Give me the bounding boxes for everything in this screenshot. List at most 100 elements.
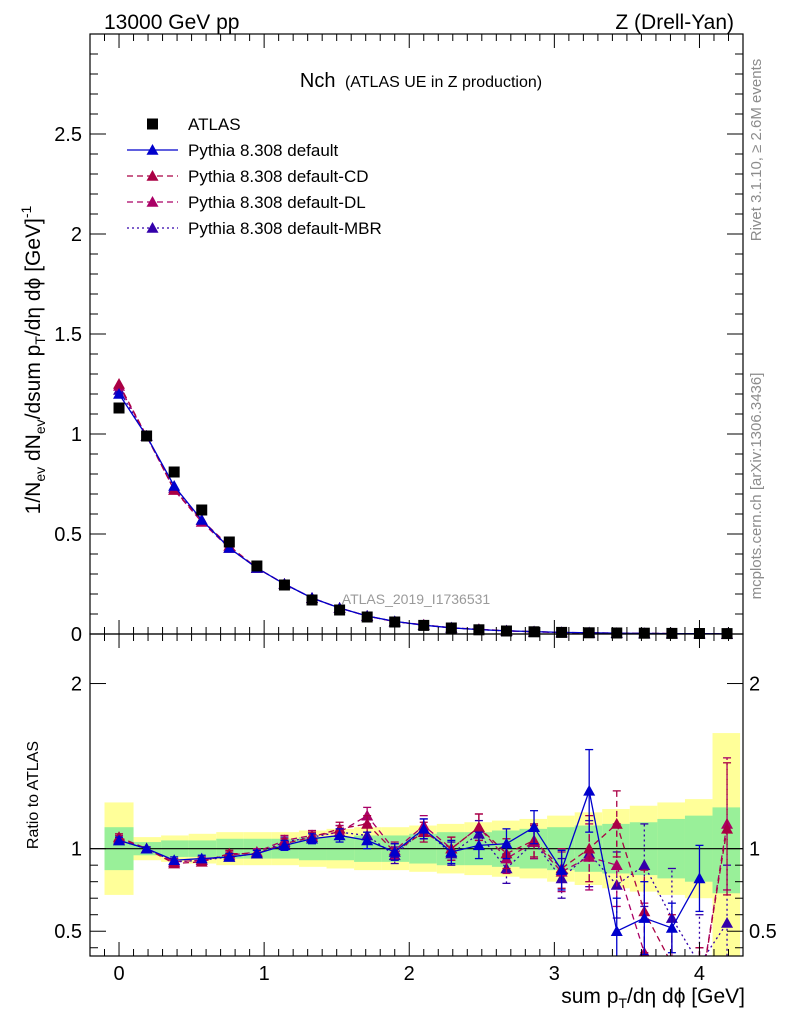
ratio-point xyxy=(195,852,208,864)
ratio-point xyxy=(638,912,651,923)
ratio-point xyxy=(666,975,678,986)
data-point xyxy=(445,622,457,634)
x-tick-label: 2 xyxy=(404,963,415,985)
ratio-plot-frame xyxy=(89,633,744,957)
data-point xyxy=(141,430,153,442)
data-point xyxy=(473,624,485,636)
ratio-point xyxy=(306,832,319,844)
y-tick-label: 1 xyxy=(71,424,82,446)
ratio-point xyxy=(721,822,734,834)
legend-entry-atlas: ATLAS xyxy=(147,115,241,134)
ratio-point xyxy=(583,784,596,796)
legend: ATLAS Pythia 8.308 default Pythia 8.308 de… xyxy=(127,115,382,238)
data-point xyxy=(195,514,208,525)
x-tick-label: 4 xyxy=(694,963,705,985)
ratio-point xyxy=(223,850,236,862)
ratio-point xyxy=(168,854,181,866)
legend-marker xyxy=(146,170,159,181)
data-point xyxy=(611,627,623,639)
header-left: 13000 GeV pp xyxy=(104,11,239,34)
legend-entry-pythia-8-308-default-cd: Pythia 8.308 default-CD xyxy=(127,167,369,186)
y-tick-label: 0.5 xyxy=(54,921,82,943)
legend-label: Pythia 8.308 default-MBR xyxy=(188,219,382,238)
ratio-panel: 0 1 2 3 4 0.5 0.5 1 1 2 2 Ratio to ATLAS sum pT/dη… xyxy=(25,633,777,1011)
legend-label: Pythia 8.308 default xyxy=(188,141,339,160)
ratio-line xyxy=(118,788,701,933)
data-point xyxy=(361,611,373,623)
ratio-series-pythia-8-308-default xyxy=(113,748,706,956)
legend-label: Pythia 8.308 default-CD xyxy=(188,167,369,186)
ratio-point xyxy=(388,845,401,857)
data-point xyxy=(113,402,125,414)
data-point xyxy=(168,480,181,491)
y-tick-label: 1.5 xyxy=(54,324,82,346)
data-point xyxy=(583,627,595,639)
legend-entry-pythia-8-308-default: Pythia 8.308 default xyxy=(127,141,339,160)
y-tick-label: 1 xyxy=(71,839,82,861)
data-point xyxy=(196,504,208,516)
data-point xyxy=(638,627,650,639)
ratio-point xyxy=(361,817,374,829)
mcplots-label: mcplots.cern.ch [arXiv:1306.3436] xyxy=(748,373,765,600)
y-tick-label: 2 xyxy=(71,674,82,696)
ratio-point xyxy=(333,829,346,841)
ratio-point xyxy=(250,847,263,859)
data-point xyxy=(556,626,568,638)
data-point xyxy=(113,378,126,389)
ratio-point xyxy=(500,837,513,849)
ratio-point xyxy=(417,822,430,834)
main-panel: 0 0.5 1 1.5 2 2.5 Nch (ATLAS UE in Z producti… xyxy=(18,33,744,646)
ratio-point xyxy=(278,839,291,851)
legend-marker xyxy=(147,118,158,130)
ratio-point xyxy=(555,864,568,875)
data-point xyxy=(223,536,235,548)
legend-marker xyxy=(146,196,159,207)
data-point xyxy=(113,388,126,399)
analysis-watermark: ATLAS_2019_I1736531 xyxy=(342,591,491,607)
data-point xyxy=(418,619,430,631)
ratio-clipped xyxy=(90,733,743,986)
legend-entry-pythia-8-308-default-mbr: Pythia 8.308 default-MBR xyxy=(127,219,382,238)
main-y-axis-label: 1/Nev dNev/dsum pT/dη dϕ [GeV]-1 xyxy=(18,205,48,514)
ratio-point xyxy=(665,921,678,933)
ratio-axis-ticks: 0 1 2 3 4 0.5 0.5 1 1 2 2 xyxy=(54,634,777,985)
data-point xyxy=(528,626,540,638)
y-tick-label: 0 xyxy=(71,624,82,646)
data-point xyxy=(334,604,346,616)
svg-text:Nch (ATLAS UE in Z pro: Nch (ATLAS UE in Z production) xyxy=(300,70,542,92)
y-tick-label: 0.5 xyxy=(54,524,82,546)
ratio-plot-content xyxy=(90,733,743,986)
ratio-point xyxy=(472,839,485,851)
ratio-point xyxy=(666,958,678,969)
ratio-point xyxy=(638,859,651,870)
ratio-point xyxy=(140,842,153,854)
data-point xyxy=(500,625,512,637)
data-point xyxy=(306,594,318,606)
y-tick-label-right: 1 xyxy=(749,839,760,861)
legend-marker xyxy=(146,144,159,155)
data-point xyxy=(389,616,401,628)
ratio-point xyxy=(528,821,541,832)
data-point xyxy=(278,579,290,591)
main-title-sub: (ATLAS UE in Z production) xyxy=(345,74,542,91)
legend-entry-pythia-8-308-default-dl: Pythia 8.308 default-DL xyxy=(127,193,366,212)
ratio-point xyxy=(583,842,596,854)
ratio-point xyxy=(721,916,734,928)
ratio-point xyxy=(693,872,706,884)
y-tick-label: 2.5 xyxy=(54,124,82,146)
y-tick-label-right: 0.5 xyxy=(749,921,777,943)
ratio-point xyxy=(610,859,623,870)
ratio-point xyxy=(610,925,623,937)
legend-label: ATLAS xyxy=(188,115,241,134)
data-point xyxy=(251,560,263,572)
ratio-point xyxy=(113,834,126,846)
ratio-point xyxy=(445,845,458,857)
rivet-label: Rivet 3.1.10, ≥ 2.6M events xyxy=(748,59,765,242)
x-tick-label: 1 xyxy=(259,963,270,985)
x-axis-label: sum pT/dη dϕ [GeV] xyxy=(561,985,745,1011)
main-title: Nch (ATLAS UE in Z production) xyxy=(300,70,542,92)
header-right: Z (Drell-Yan) xyxy=(615,11,734,34)
main-title-text: Nch xyxy=(300,70,336,92)
legend-marker xyxy=(146,222,159,233)
